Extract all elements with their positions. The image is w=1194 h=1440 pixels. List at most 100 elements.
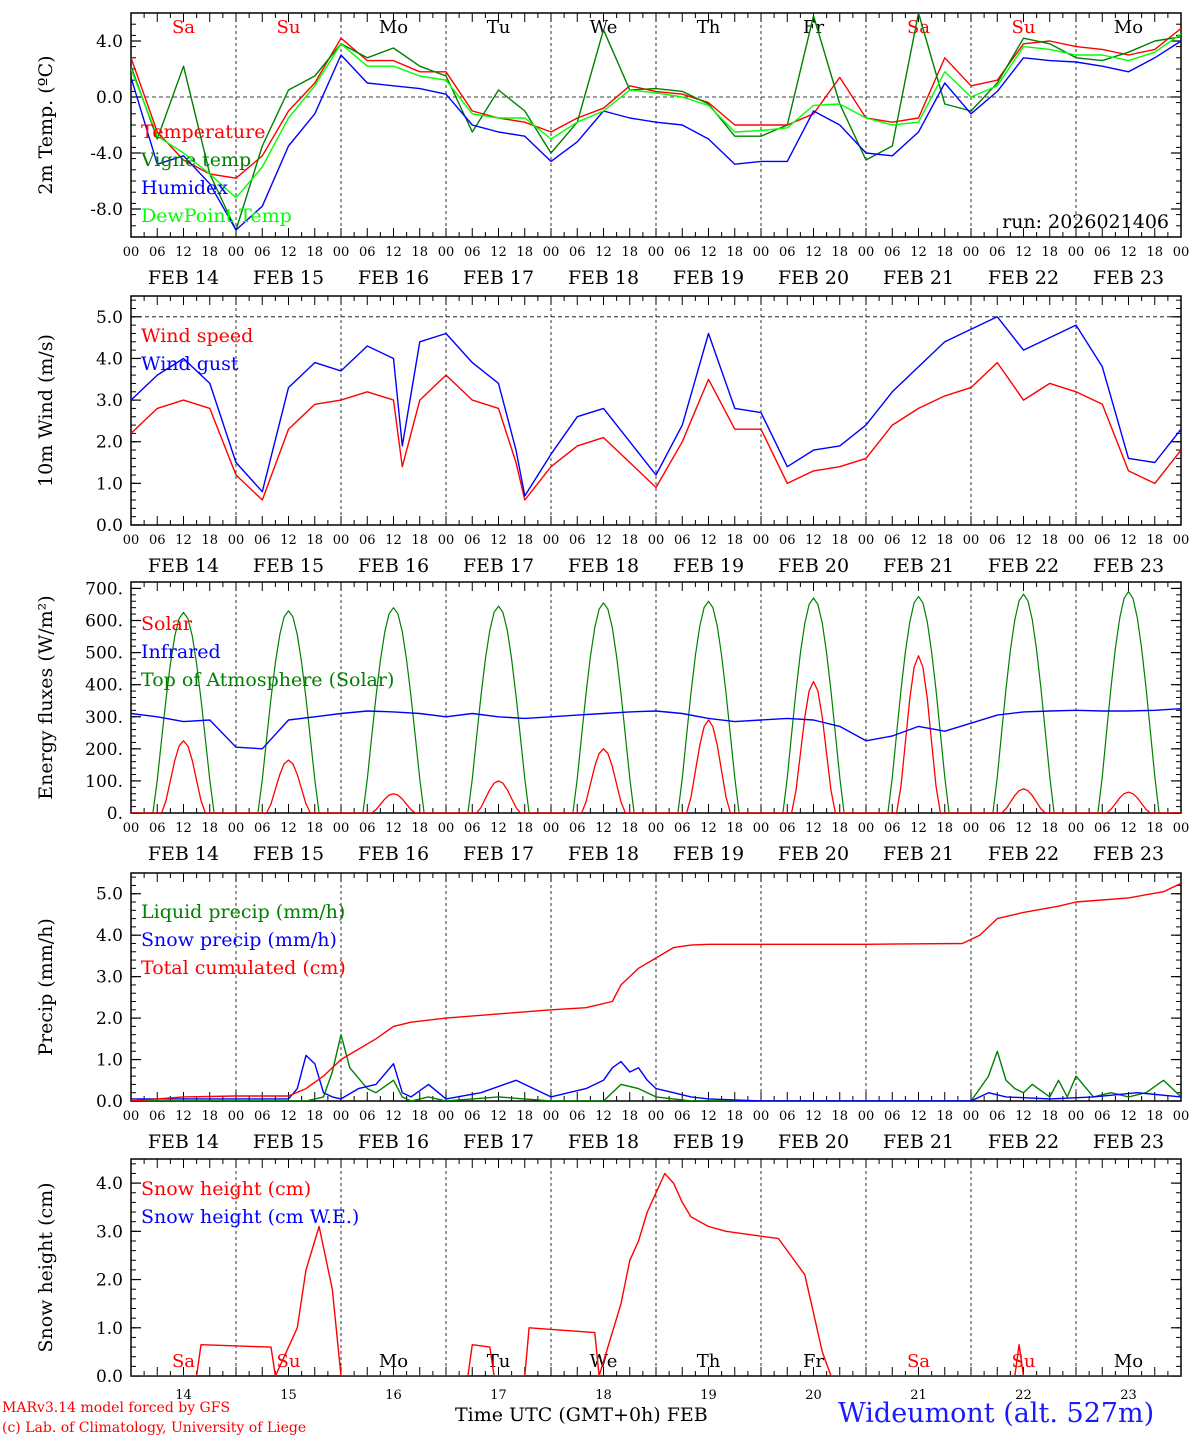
date-label: FEB 17	[463, 555, 534, 577]
hour-tick-label: 06	[1094, 1109, 1111, 1124]
hour-tick-label: 12	[805, 1109, 822, 1124]
date-label: FEB 16	[358, 555, 429, 577]
y-tick-label: 3.0	[96, 391, 123, 411]
date-label: FEB 14	[148, 555, 219, 577]
y-tick-label: 100.	[85, 772, 123, 792]
hour-tick-label: 06	[464, 821, 481, 836]
hour-tick-label: 12	[490, 1109, 507, 1124]
date-label: FEB 21	[883, 267, 954, 289]
hour-tick-label: 18	[726, 821, 743, 836]
hour-tick-label: 12	[175, 245, 192, 260]
date-label: FEB 16	[358, 1131, 429, 1153]
hour-tick-label: 06	[254, 533, 271, 548]
hour-tick-label: 12	[280, 1109, 297, 1124]
hour-tick-label: 00	[123, 1109, 140, 1124]
hour-tick-label: 00	[648, 245, 665, 260]
hour-tick-label: 06	[989, 533, 1006, 548]
day-of-week-label: Tu	[487, 17, 511, 38]
date-label: FEB 19	[673, 1131, 744, 1153]
hour-tick-label: 12	[280, 245, 297, 260]
hour-tick-label: 12	[1120, 245, 1137, 260]
hour-tick-label: 12	[805, 821, 822, 836]
hour-tick-label: 06	[149, 245, 166, 260]
hour-tick-label: 00	[1068, 1109, 1085, 1124]
hour-tick-label: 06	[569, 821, 586, 836]
legend-snow-precip-mm-h: Snow precip (mm/h)	[141, 929, 337, 951]
hour-tick-label: 18	[201, 821, 218, 836]
hour-tick-label: 12	[1120, 533, 1137, 548]
hour-tick-label: 12	[595, 245, 612, 260]
hour-tick-label: 00	[543, 245, 560, 260]
date-label: FEB 20	[778, 843, 849, 865]
hour-tick-label: 00	[543, 1109, 560, 1124]
legend-dewpoint-temp: DewPoint Temp	[141, 205, 292, 227]
hour-tick-label: 18	[831, 245, 848, 260]
legend-snow-height-cm-w-e: Snow height (cm W.E.)	[141, 1206, 359, 1228]
y-tick-label: 4.0	[96, 32, 123, 52]
y-tick-label: 0.0	[96, 1092, 123, 1112]
hour-tick-label: 18	[831, 1109, 848, 1124]
hour-tick-label: 18	[411, 821, 428, 836]
hour-tick-label: 12	[385, 821, 402, 836]
hour-tick-label: 00	[333, 533, 350, 548]
day-of-week-label: Mo	[1114, 1351, 1143, 1372]
y-axis-title: 2m Temp. (ºC)	[35, 55, 57, 194]
hour-tick-label: 06	[1094, 245, 1111, 260]
hour-tick-label: 06	[884, 533, 901, 548]
series-liquid-precip-mm-h-line	[131, 1033, 1181, 1101]
y-tick-label: 0.0	[96, 88, 123, 108]
model-credit: MARv3.14 model forced by GFS	[2, 1400, 231, 1416]
date-label: FEB 22	[988, 555, 1059, 577]
series-vigne-temp-line	[131, 13, 1181, 231]
hour-tick-label: 12	[385, 533, 402, 548]
hour-tick-label: 00	[1068, 245, 1085, 260]
y-axis-title: Energy fluxes (W/m²)	[35, 595, 57, 799]
date-label: FEB 18	[568, 1131, 639, 1153]
hour-tick-label: 12	[910, 821, 927, 836]
date-label: FEB 15	[253, 1131, 324, 1153]
day-number-label: 18	[595, 1388, 612, 1403]
date-label: FEB 15	[253, 843, 324, 865]
y-tick-label: 0.0	[96, 1367, 123, 1387]
hour-tick-label: 18	[201, 245, 218, 260]
station-title: Wideumont (alt. 527m)	[838, 1398, 1155, 1429]
hour-tick-label: 12	[1120, 1109, 1137, 1124]
hour-tick-label: 18	[411, 245, 428, 260]
hour-tick-label: 00	[438, 245, 455, 260]
series-top-of-atmosphere-solar-line	[131, 590, 1181, 813]
hour-tick-label: 06	[884, 245, 901, 260]
hour-tick-label: 06	[674, 533, 691, 548]
series-humidex-line	[131, 40, 1181, 231]
hour-tick-label: 00	[963, 1109, 980, 1124]
date-label: FEB 15	[253, 267, 324, 289]
day-of-week-label: Mo	[379, 1351, 408, 1372]
hour-tick-label: 12	[280, 533, 297, 548]
hour-tick-label: 12	[910, 1109, 927, 1124]
date-label: FEB 16	[358, 843, 429, 865]
y-tick-label: 700.	[85, 579, 123, 599]
hour-tick-label: 18	[306, 533, 323, 548]
y-tick-label: 5.0	[96, 885, 123, 905]
day-number-label: 23	[1120, 1388, 1137, 1403]
hour-tick-label: 00	[333, 1109, 350, 1124]
date-label: FEB 18	[568, 267, 639, 289]
date-label: FEB 20	[778, 267, 849, 289]
hour-tick-label: 12	[700, 533, 717, 548]
hour-tick-label: 06	[464, 533, 481, 548]
hour-tick-label: 18	[621, 1109, 638, 1124]
hour-tick-label: 12	[490, 245, 507, 260]
day-of-week-label: Th	[697, 17, 721, 38]
day-of-week-label: Mo	[1114, 17, 1143, 38]
legend-liquid-precip-mm-h: Liquid precip (mm/h)	[141, 901, 345, 923]
hour-tick-label: 00	[753, 1109, 770, 1124]
y-tick-label: 400.	[85, 676, 123, 696]
hour-tick-label: 06	[359, 1109, 376, 1124]
date-label: FEB 19	[673, 843, 744, 865]
date-label: FEB 22	[988, 843, 1059, 865]
hour-tick-label: 06	[779, 821, 796, 836]
series-snow-precip-mm-h-line	[131, 1054, 1181, 1101]
hour-tick-label: 12	[175, 1109, 192, 1124]
hour-tick-label: 18	[726, 245, 743, 260]
legend-vigne-temp: Vigne temp	[140, 149, 251, 171]
